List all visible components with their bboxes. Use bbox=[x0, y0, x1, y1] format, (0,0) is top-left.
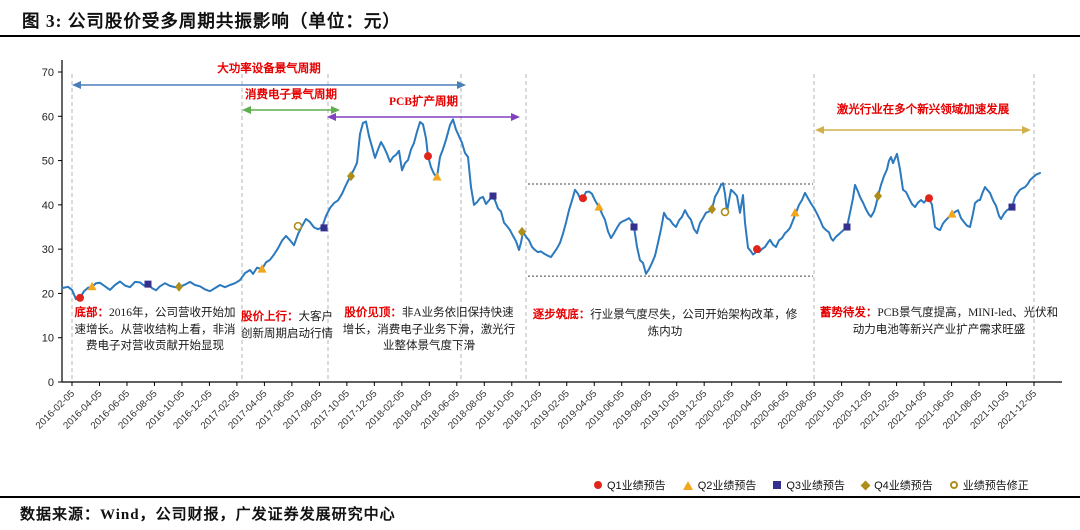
svg-text:激光行业在多个新兴领域加速发展: 激光行业在多个新兴领域加速发展 bbox=[837, 102, 1010, 116]
svg-text:消费电子景气周期: 消费电子景气周期 bbox=[245, 87, 337, 101]
annotation-uptrend-text: 大客户创新周期启动行情 bbox=[241, 311, 333, 340]
svg-text:50: 50 bbox=[42, 156, 54, 168]
svg-text:20: 20 bbox=[42, 288, 54, 300]
annotation-peak-title: 股价见顶： bbox=[344, 307, 402, 319]
q3-square-icon bbox=[773, 481, 782, 489]
legend-item-q3: Q3业绩预告 bbox=[773, 477, 845, 493]
axes: 0 10 20 30 40 50 60 70 bbox=[42, 60, 1062, 389]
legend-item-q4: Q4业绩预告 bbox=[860, 477, 933, 493]
svg-text:70: 70 bbox=[42, 67, 54, 79]
svg-text:PCB扩产周期: PCB扩产周期 bbox=[389, 94, 458, 108]
revision-open-circle-icon bbox=[949, 481, 958, 489]
price-chart: 大功率设备景气周期消费电子景气周期PCB扩产周期激光行业在多个新兴领域加速发展0… bbox=[34, 60, 1062, 432]
svg-text:大功率设备景气周期: 大功率设备景气周期 bbox=[217, 61, 321, 75]
svg-text:40: 40 bbox=[42, 200, 54, 212]
svg-text:0: 0 bbox=[48, 377, 54, 389]
annotation-uptrend: 股价上行：大客户创新周期启动行情 bbox=[240, 309, 334, 342]
annotation-bottom-title: 底部： bbox=[74, 307, 110, 319]
legend: Q1业绩预告 Q2业绩预告 Q3业绩预告 Q4业绩预告 业绩预告修正 bbox=[594, 477, 1029, 493]
figure-title: 图 3: 公司股价受多周期共振影响（单位：元） bbox=[22, 11, 401, 31]
legend-item-q1: Q1业绩预告 bbox=[594, 477, 666, 493]
range-hlines bbox=[528, 183, 813, 277]
legend-item-q2: Q2业绩预告 bbox=[682, 477, 757, 493]
svg-text:60: 60 bbox=[42, 111, 54, 123]
legend-label-q4: Q4业绩预告 bbox=[874, 480, 933, 492]
q4-diamond-icon bbox=[860, 480, 871, 490]
title-divider bbox=[0, 35, 1080, 37]
data-source: 数据来源：Wind，公司财报，广发证券发展研究中心 bbox=[20, 507, 396, 523]
q1-circle-icon bbox=[594, 481, 602, 489]
svg-text:30: 30 bbox=[42, 244, 54, 256]
annotation-ready-text: PCB景气度提高，MINI-led、光伏和动力电池等新兴产业扩产需求旺盛 bbox=[852, 307, 1059, 336]
annotation-bottom-text: 2016年，公司营收开始加速增长。从营收结构上看，非消费电子对营收贡献开始显现 bbox=[74, 307, 236, 353]
legend-label-q3: Q3业绩预告 bbox=[786, 480, 846, 492]
annotation-bottoming-title: 逐步筑底： bbox=[532, 309, 591, 321]
annotation-ready: 蓄势待发：PCB景气度提高，MINI-led、光伏和动力电池等新兴产业扩产需求旺… bbox=[818, 305, 1060, 338]
svg-text:10: 10 bbox=[42, 333, 54, 345]
earnings-markers bbox=[76, 152, 1016, 302]
annotation-peak: 股价见顶：非A业务依旧保持快速增长，消费电子业务下滑，激光行业整体景气度下滑 bbox=[340, 305, 518, 355]
x-tick-labels: 2016-02-052016-04-052016-06-052016-08-05… bbox=[34, 382, 1040, 432]
annotation-bottom: 底部：2016年，公司营收开始加速增长。从营收结构上看，非消费电子对营收贡献开始… bbox=[74, 305, 236, 355]
footer-divider bbox=[0, 496, 1080, 498]
legend-label-q1: Q1业绩预告 bbox=[607, 480, 666, 492]
price-line bbox=[61, 118, 1041, 301]
legend-item-revision: 业绩预告修正 bbox=[949, 477, 1029, 493]
annotation-bottoming: 逐步筑底：行业景气度尽失，公司开始架构改革，修炼内功 bbox=[528, 307, 802, 340]
annotation-bottoming-text: 行业景气度尽失，公司开始架构改革，修炼内功 bbox=[590, 309, 798, 338]
q2-triangle-icon bbox=[682, 480, 693, 490]
legend-label-revision: 业绩预告修正 bbox=[962, 480, 1029, 492]
annotation-ready-title: 蓄势待发： bbox=[819, 307, 878, 319]
annotation-uptrend-title: 股价上行： bbox=[241, 311, 299, 323]
legend-label-q2: Q2业绩预告 bbox=[697, 480, 757, 492]
annotation-peak-text: 非A业务依旧保持快速增长，消费电子业务下滑，激光行业整体景气度下滑 bbox=[342, 307, 516, 353]
event-vlines bbox=[71, 74, 1035, 382]
